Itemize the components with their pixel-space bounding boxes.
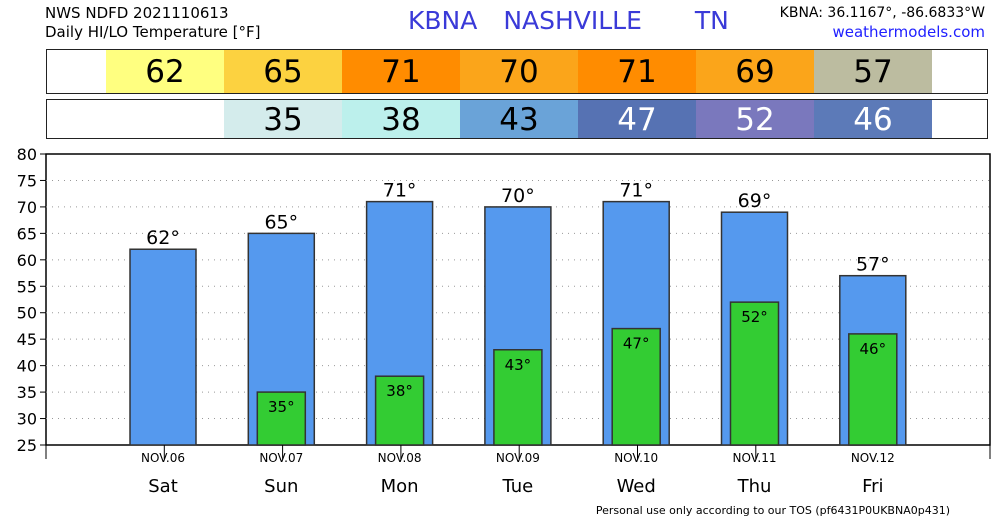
high-temp-bar (129, 248, 197, 446)
low-temp-label: 47° (623, 335, 650, 353)
high-temp-cell: 57 (814, 50, 932, 93)
low-temp-label: 43° (505, 356, 532, 374)
high-temp-cell: 71 (578, 50, 696, 93)
chart-header-right: KBNA: 36.1167°, -86.6833°W weathermodels… (780, 4, 985, 42)
y-tick-label: 25 (17, 436, 37, 455)
low-temp-cell: 38 (342, 100, 460, 138)
low-temp-cell: 52 (696, 100, 814, 138)
y-tick-label: 35 (17, 383, 37, 402)
station-id: KBNA (408, 6, 478, 35)
high-temp-cell: 71 (342, 50, 460, 93)
high-temp-label: 62° (146, 227, 180, 249)
x-date-label: NOV.11 (733, 451, 777, 465)
station-state: TN (694, 6, 729, 35)
low-temp-cell: 46 (814, 100, 932, 138)
x-date-label: NOV.12 (851, 451, 895, 465)
y-tick-label: 50 (17, 304, 37, 323)
low-temp-bar (611, 327, 661, 446)
x-day-label: Tue (502, 476, 534, 497)
high-temp-cell: 65 (224, 50, 342, 93)
y-tick-label: 75 (17, 171, 37, 190)
low-temp-bar (729, 301, 780, 446)
y-tick-label: 40 (17, 357, 37, 376)
y-tick-label: 70 (17, 198, 37, 217)
high-temperature-strip: 62 65 71 70 71 69 57 (46, 49, 988, 94)
high-temp-cell: 69 (696, 50, 814, 93)
y-tick-label: 45 (17, 330, 37, 349)
high-temp-label: 71° (383, 180, 417, 202)
station-city: NASHVILLE (503, 6, 642, 35)
low-temp-cell: 47 (578, 100, 696, 138)
x-date-label: NOV.06 (141, 451, 185, 465)
high-temp-label: 65° (264, 211, 298, 233)
x-date-label: NOV.08 (378, 451, 422, 465)
high-temp-label: 57° (856, 254, 890, 276)
low-temp-label: 52° (741, 308, 768, 326)
low-temp-cell (106, 100, 224, 138)
x-day-label: Sat (148, 476, 178, 497)
low-temp-bar (493, 349, 543, 446)
y-tick-label: 60 (17, 251, 37, 270)
station-coordinates: KBNA: 36.1167°, -86.6833°W (779, 5, 985, 21)
footer-disclaimer: Personal use only according to our TOS (… (595, 504, 950, 517)
y-tick-label: 55 (17, 277, 37, 296)
low-temp-cell: 43 (460, 100, 578, 138)
chart-subtitle: Daily HI/LO Temperature [°F] (45, 23, 261, 41)
x-day-label: Thu (737, 476, 772, 497)
low-temp-label: 38° (386, 382, 413, 400)
low-temp-bar (374, 375, 425, 446)
y-tick-label: 80 (17, 145, 37, 164)
x-day-label: Fri (862, 476, 883, 497)
high-temp-cell: 70 (460, 50, 578, 93)
y-tick-label: 65 (17, 224, 37, 243)
x-date-label: NOV.10 (614, 451, 658, 465)
site-link[interactable]: weathermodels.com (832, 23, 985, 41)
model-run-label: NWS NDFD 2021110613 (45, 4, 229, 22)
station-title: KBNA NASHVILLE TN (408, 6, 747, 35)
low-temperature-strip: 35 38 43 47 52 46 (46, 99, 988, 139)
low-temp-cell: 35 (224, 100, 342, 138)
low-temp-bar (256, 391, 307, 446)
low-temp-label: 46° (860, 340, 887, 358)
y-tick-label: 30 (17, 410, 37, 429)
x-date-label: NOV.09 (496, 451, 540, 465)
x-day-label: Wed (617, 476, 656, 497)
x-date-label: NOV.07 (259, 451, 303, 465)
high-temp-cell: 62 (106, 50, 224, 93)
x-day-label: Sun (264, 476, 298, 497)
low-temp-bar (848, 333, 898, 446)
high-temp-label: 70° (501, 185, 535, 207)
high-temp-label: 69° (738, 190, 772, 212)
x-day-label: Mon (381, 476, 419, 497)
chart-header-left: NWS NDFD 2021110613 Daily HI/LO Temperat… (45, 4, 261, 42)
high-temp-label: 71° (619, 180, 653, 202)
low-temp-label: 35° (268, 398, 295, 416)
